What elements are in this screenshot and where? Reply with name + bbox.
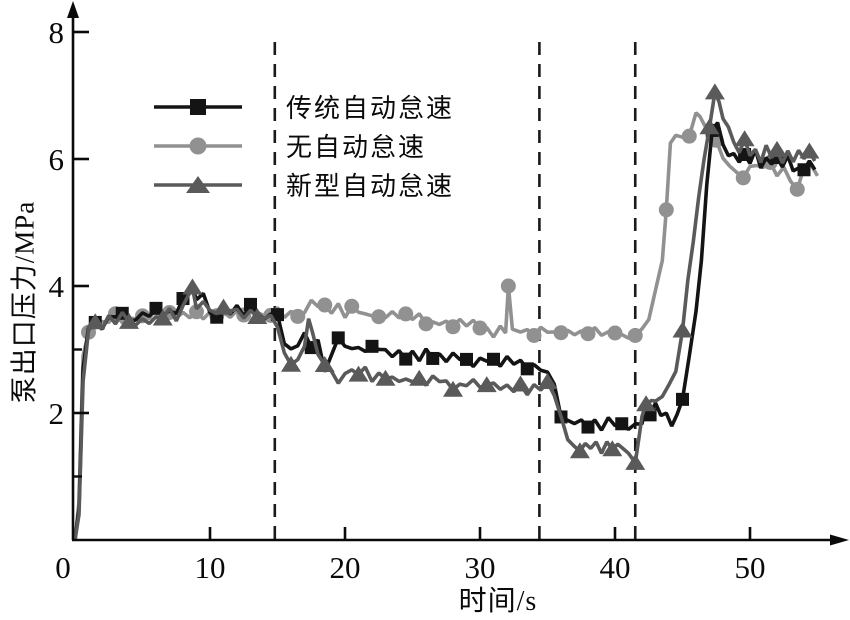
- data-marker-triangle: [119, 312, 139, 329]
- data-marker-triangle: [636, 395, 657, 412]
- data-marker-square: [460, 352, 473, 366]
- y-axis-label: 泵出口压力/MPa: [9, 200, 40, 404]
- stage-divider-dashed-lines: [273, 42, 637, 539]
- data-marker-circle: [735, 170, 751, 186]
- data-marker-triangle: [409, 369, 430, 386]
- data-marker-square: [365, 339, 379, 353]
- data-marker-square: [520, 362, 534, 376]
- data-marker-circle: [789, 181, 805, 197]
- data-marker-triangle: [569, 442, 590, 459]
- data-marker-triangle: [537, 372, 558, 389]
- data-marker-triangle: [152, 309, 173, 326]
- legend-label-none: 无自动怠速: [286, 133, 427, 162]
- legend-circle-marker-icon: [154, 137, 242, 154]
- legend-item-traditional: 传统自动怠速: [152, 87, 454, 126]
- data-marker-triangle: [734, 130, 755, 147]
- data-marker-square: [331, 331, 345, 345]
- data-marker-triangle: [767, 140, 787, 157]
- data-marker-triangle: [314, 355, 335, 372]
- data-marker-circle: [344, 298, 360, 314]
- legend: 传统自动怠速 无自动怠速 新型自动怠速: [152, 87, 454, 204]
- data-marker-triangle: [281, 355, 301, 372]
- data-marker-square: [615, 417, 629, 431]
- y-axis-arrow-icon: [67, 1, 79, 18]
- series-markers-new: [85, 83, 820, 470]
- data-marker-circle: [627, 327, 643, 343]
- data-marker-circle: [681, 128, 697, 144]
- data-marker-square: [426, 351, 440, 365]
- x-axis-label: 时间/s: [458, 586, 538, 617]
- data-marker-triangle: [799, 142, 820, 159]
- data-marker-triangle: [182, 278, 203, 295]
- data-marker-triangle: [443, 380, 463, 397]
- data-marker-circle: [658, 202, 674, 218]
- data-marker-triangle: [247, 307, 268, 324]
- y-tick-label-8: 8: [49, 15, 65, 50]
- legend-label-traditional: 传统自动怠速: [286, 94, 455, 123]
- legend-item-none: 无自动怠速: [152, 126, 454, 165]
- data-marker-circle: [500, 278, 516, 294]
- data-marker-square: [399, 352, 413, 366]
- y-tick-label-2: 2: [49, 396, 65, 431]
- data-marker-triangle: [85, 313, 106, 330]
- data-marker-circle: [418, 316, 434, 332]
- axes: [67, 1, 849, 546]
- legend-square-marker-icon: [154, 98, 242, 115]
- x-tick-label-20: 20: [330, 550, 361, 585]
- x-tick-label-40: 40: [600, 550, 631, 585]
- data-marker-circle: [472, 320, 488, 336]
- data-marker-square: [797, 163, 811, 177]
- data-marker-circle: [553, 325, 569, 341]
- data-marker-circle: [398, 306, 414, 322]
- data-marker-triangle: [704, 83, 725, 100]
- data-marker-triangle: [602, 440, 623, 457]
- data-marker-square: [581, 420, 595, 434]
- data-marker-triangle: [625, 453, 646, 470]
- data-marker-triangle: [375, 369, 396, 386]
- data-marker-circle: [290, 308, 306, 324]
- data-marker-circle: [317, 297, 333, 313]
- legend-circle-none: [189, 137, 207, 154]
- data-marker-triangle: [699, 118, 720, 135]
- data-marker-square: [487, 352, 500, 366]
- data-marker-circle: [526, 328, 542, 344]
- data-marker-triangle: [476, 376, 497, 393]
- data-marker-square: [149, 301, 163, 315]
- x-axis-arrow-icon: [830, 534, 849, 546]
- data-marker-triangle: [213, 298, 234, 315]
- x-tick-label-50: 50: [735, 550, 766, 585]
- legend-triangle-marker-icon: [154, 175, 242, 193]
- x-tick-label-10: 10: [195, 550, 226, 585]
- data-marker-circle: [371, 309, 387, 325]
- legend-triangle-new: [186, 175, 210, 193]
- data-marker-circle: [445, 319, 461, 335]
- axis-tick-labels: 2 4 6 8 0 10 20 30 40 50: [49, 15, 766, 585]
- x-tick-label-0: 0: [55, 550, 71, 585]
- data-marker-square: [643, 408, 657, 422]
- legend-label-new: 新型自动怠速: [286, 172, 455, 201]
- y-tick-label-6: 6: [49, 142, 65, 177]
- data-marker-square: [676, 392, 689, 406]
- data-marker-triangle: [672, 321, 693, 338]
- data-marker-circle: [580, 326, 596, 342]
- x-tick-label-30: 30: [465, 550, 496, 585]
- series-curves: [73, 83, 820, 541]
- data-marker-triangle: [348, 365, 369, 382]
- legend-item-new: 新型自动怠速: [152, 165, 454, 204]
- legend-square-traditional: [190, 98, 206, 115]
- data-marker-circle: [607, 325, 623, 341]
- data-marker-circle: [189, 304, 204, 320]
- data-marker-square: [244, 297, 257, 311]
- data-marker-triangle: [510, 375, 531, 392]
- y-tick-label-4: 4: [49, 269, 65, 304]
